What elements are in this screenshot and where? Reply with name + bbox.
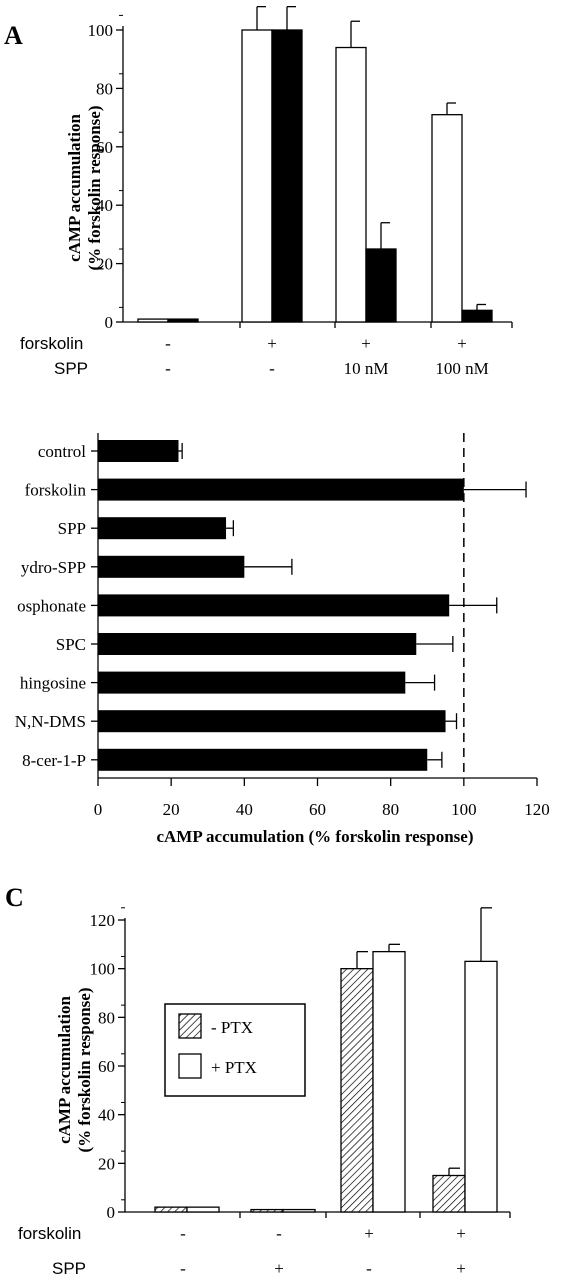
x-tick-label: 100 [451, 800, 477, 819]
category-label: forskolin [25, 481, 87, 500]
spp-condition: - [366, 1259, 372, 1278]
y-tick-label: 20 [96, 255, 113, 274]
panel-a: A cAMP accumulation (% forskolin respons… [4, 5, 513, 378]
spp-condition: - [269, 359, 275, 378]
forskolin-condition: + [267, 334, 277, 353]
bar [98, 710, 446, 733]
legend-swatch-open [178, 1053, 202, 1079]
spp-condition: 100 nM [435, 359, 488, 378]
bar [432, 1174, 466, 1213]
panel-b: cAMP accumulation (% forskolin response)… [15, 433, 550, 846]
x-tick-label: 0 [94, 800, 103, 819]
panel-c-ylabel-line2: (% forskolin response) [75, 988, 94, 1153]
y-tick-label: 20 [98, 1154, 115, 1173]
bar [365, 248, 397, 323]
bar [98, 478, 464, 501]
bar [282, 1208, 316, 1213]
x-tick-label: 40 [236, 800, 253, 819]
x-tick-label: 120 [524, 800, 550, 819]
bar [186, 1206, 220, 1213]
bar [372, 950, 406, 1213]
category-label: 8-cer-1-P [22, 751, 86, 770]
bar [464, 960, 498, 1213]
legend: - PTX + PTX [164, 1003, 306, 1097]
category-label: SPP [58, 519, 86, 538]
panel-c-ylabel-line1: cAMP accumulation [55, 996, 74, 1144]
panel-a-plot: 0 20 40 60 80 100 - - + - +10 nM +100 nM forskolin SP… [20, 5, 513, 378]
spp-condition: + [456, 1259, 466, 1278]
panel-b-plot: 0 20 40 60 80 100 120 control forskolin SPP ydro-S… [15, 433, 550, 819]
panel-c: C cAMP accumulation (% forskolin respons… [5, 883, 511, 1278]
y-tick-label: 60 [98, 1057, 115, 1076]
bar [98, 748, 428, 771]
y-tick-label: 0 [107, 1203, 116, 1222]
bar [98, 594, 450, 617]
spp-condition: - [180, 1259, 186, 1278]
row-label-spp: SPP [54, 359, 88, 378]
x-tick-label: 60 [309, 800, 326, 819]
legend-label: + PTX [211, 1058, 257, 1077]
y-tick-label: 120 [90, 911, 116, 930]
forskolin-condition: + [457, 334, 467, 353]
forskolin-condition: + [456, 1224, 466, 1243]
bar [241, 29, 273, 323]
row-label-spp: SPP [52, 1259, 86, 1278]
category-label: ydro-SPP [21, 558, 86, 577]
bar [98, 555, 245, 578]
forskolin-condition: - [165, 334, 171, 353]
bar [461, 309, 493, 323]
y-tick-label: 100 [88, 21, 114, 40]
legend-swatch-hatched [178, 1013, 202, 1039]
y-tick-label: 60 [96, 138, 113, 157]
y-tick-label: 80 [98, 1008, 115, 1027]
panel-c-letter: C [5, 883, 24, 912]
panel-b-xlabel: cAMP accumulation (% forskolin response) [156, 827, 473, 846]
spp-condition: 10 nM [344, 359, 389, 378]
category-label: N,N-DMS [15, 712, 86, 731]
forskolin-condition: - [180, 1224, 186, 1243]
forskolin-condition: + [364, 1224, 374, 1243]
bar [154, 1206, 188, 1213]
y-tick-label: 40 [96, 196, 113, 215]
x-tick-label: 20 [163, 800, 180, 819]
spp-condition: + [274, 1259, 284, 1278]
category-label: osphonate [17, 596, 86, 615]
y-tick-label: 40 [98, 1106, 115, 1125]
bar [98, 633, 417, 655]
x-tick-label: 80 [382, 800, 399, 819]
bar [335, 46, 367, 323]
panel-a-letter: A [4, 21, 23, 50]
bar [271, 29, 303, 323]
bar [98, 671, 406, 694]
spp-condition: - [165, 359, 171, 378]
forskolin-condition: - [276, 1224, 282, 1243]
bar [250, 1208, 284, 1213]
category-label: control [38, 442, 86, 461]
row-label-forskolin: forskolin [20, 334, 83, 353]
bar [340, 968, 374, 1213]
category-label: hingosine [20, 674, 86, 693]
panel-c-plot: 0 20 40 60 80 100 120 - - - + + - + + forskolin SPP - PTX… [18, 907, 511, 1278]
bar [98, 517, 227, 540]
category-label: SPC [56, 635, 86, 654]
legend-label: - PTX [211, 1018, 253, 1037]
forskolin-condition: + [361, 334, 371, 353]
y-tick-label: 80 [96, 79, 113, 98]
y-tick-label: 100 [90, 960, 116, 979]
row-label-forskolin: forskolin [18, 1224, 81, 1243]
y-tick-label: 0 [105, 313, 114, 332]
bar [137, 318, 169, 323]
bar [431, 114, 463, 323]
panel-a-ylabel-line2: (% forskolin response) [85, 106, 104, 271]
bar [167, 318, 199, 323]
bar [98, 440, 179, 462]
panel-a-ylabel-line1: cAMP accumulation [65, 114, 84, 262]
